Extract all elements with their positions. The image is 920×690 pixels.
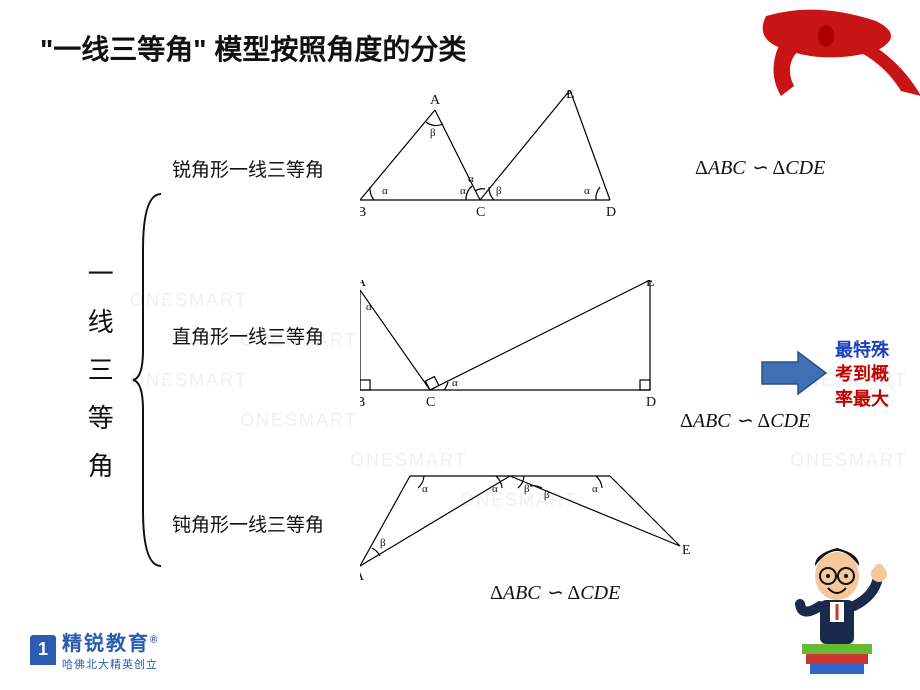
svg-text:C: C	[506, 470, 515, 474]
svg-text:E: E	[646, 280, 655, 290]
svg-text:D: D	[606, 205, 616, 220]
svg-text:α: α	[366, 301, 372, 313]
svg-text:B: B	[404, 470, 413, 474]
svg-text:α: α	[492, 483, 498, 495]
svg-text:A: A	[360, 280, 367, 290]
svg-text:C: C	[426, 395, 435, 410]
row-label-obtuse: 钝角形一线三等角	[172, 510, 324, 537]
logo-sub: 哈佛北大精英创立	[62, 656, 159, 672]
page-title: "一线三等角" 模型按照角度的分类	[40, 28, 466, 68]
svg-text:α: α	[584, 185, 590, 197]
callout-text: 最特殊 考到概 率最大	[822, 338, 902, 411]
svg-text:β: β	[544, 489, 550, 501]
svg-text:α: α	[460, 185, 466, 197]
svg-text:E: E	[566, 90, 575, 102]
logo-reg: ®	[150, 634, 159, 645]
svg-text:C: C	[476, 205, 485, 220]
ribbon-decoration	[726, 0, 920, 106]
svg-text:A: A	[360, 569, 365, 584]
svg-text:B: B	[360, 205, 366, 220]
svg-text:β: β	[524, 483, 530, 495]
svg-text:B: B	[360, 395, 365, 410]
arrow-icon	[760, 350, 830, 396]
row-label-acute: 锐角形一线三等角	[172, 155, 324, 182]
watermark: ONESMART	[790, 450, 908, 471]
svg-text:β: β	[430, 127, 436, 139]
formula-obtuse: ΔABC ∽ ΔCDE	[490, 580, 620, 605]
svg-text:A: A	[430, 93, 441, 108]
diagram-acute: BCD AE αα βα βα	[360, 90, 640, 230]
logo-mark-icon: 1	[30, 635, 56, 665]
svg-text:α: α	[422, 483, 428, 495]
logo-name: 精锐教育	[62, 633, 150, 655]
mascot-illustration	[782, 526, 892, 676]
diagram-right: B C D A E α α	[360, 280, 680, 420]
svg-text:α: α	[382, 185, 388, 197]
svg-text:D: D	[646, 395, 656, 410]
svg-text:E: E	[682, 543, 691, 558]
svg-text:α: α	[452, 377, 458, 389]
svg-text:β: β	[380, 537, 386, 549]
vertical-title: 一线三等角	[70, 260, 127, 500]
diagram-obtuse: B C D A E α α β α β β	[360, 470, 710, 590]
svg-text:α: α	[468, 173, 474, 185]
row-label-right: 直角形一线三等角	[172, 322, 324, 349]
formula-acute: ΔABC ∽ ΔCDE	[695, 155, 825, 180]
brace-icon	[131, 190, 171, 570]
formula-right: ΔABC ∽ ΔCDE	[680, 408, 810, 433]
svg-text:β: β	[496, 185, 502, 197]
svg-text:α: α	[592, 483, 598, 495]
brand-logo: 1 精锐教育® 哈佛北大精英创立	[30, 627, 159, 672]
svg-text:D: D	[606, 470, 616, 474]
